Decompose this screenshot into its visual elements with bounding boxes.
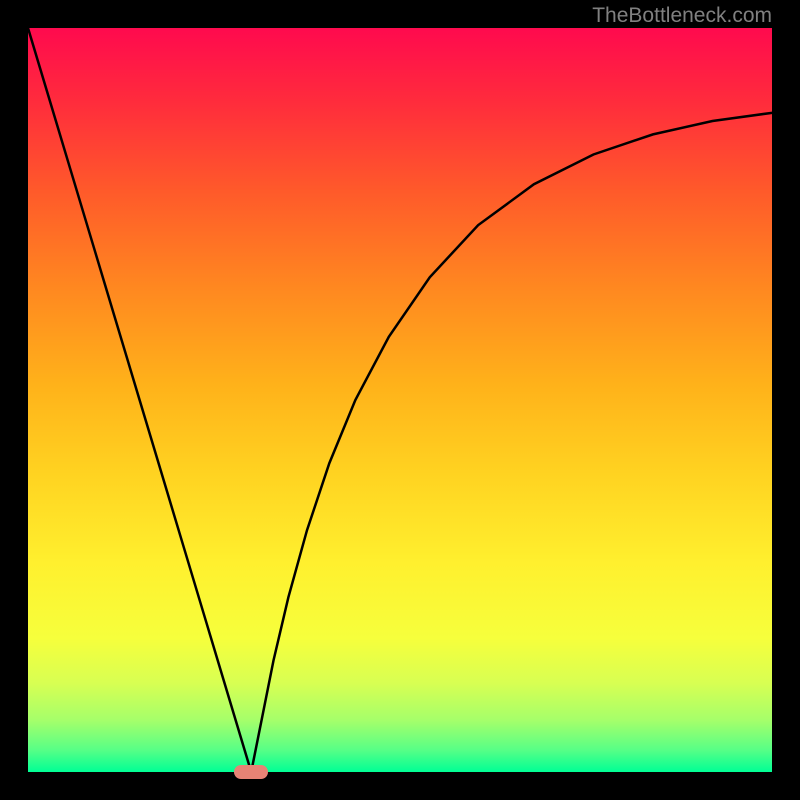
bottleneck-curve	[28, 28, 772, 772]
optimum-marker	[234, 765, 267, 780]
plot-area	[28, 28, 772, 772]
curve-left-branch	[28, 28, 251, 772]
curve-right-branch	[251, 113, 772, 772]
watermark-text: TheBottleneck.com	[592, 4, 772, 28]
